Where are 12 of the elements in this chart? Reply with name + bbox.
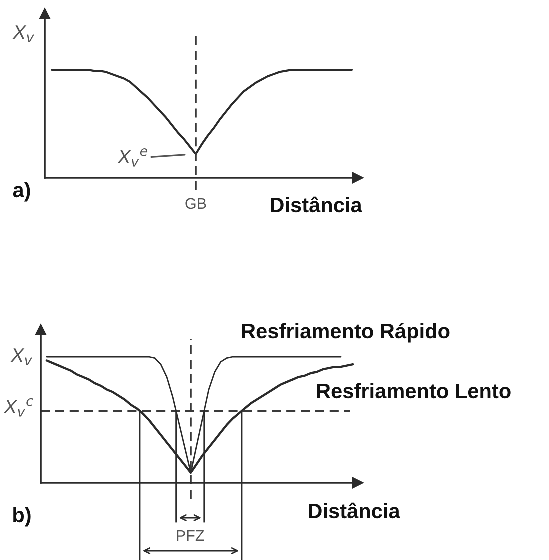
y-axis-title: X$_{v}$	[10, 348, 32, 366]
series-label: Resfriamento Rápido	[242, 323, 450, 343]
ref-line-label: X$_{v}$$^{c}$	[4, 398, 34, 417]
x-axis-title: Distância	[271, 196, 362, 213]
text: b)	[14, 507, 31, 527]
x-axis-title: Distância	[309, 502, 400, 519]
text: GB	[186, 198, 206, 210]
series-label: Resfriamento Lento	[317, 383, 511, 399]
y-axis-title: X$_{v}$	[12, 26, 34, 42]
text: a)	[13, 182, 30, 202]
annotation: X$_{v}$$^{e}$	[117, 148, 148, 167]
text: PFZ	[177, 530, 204, 541]
